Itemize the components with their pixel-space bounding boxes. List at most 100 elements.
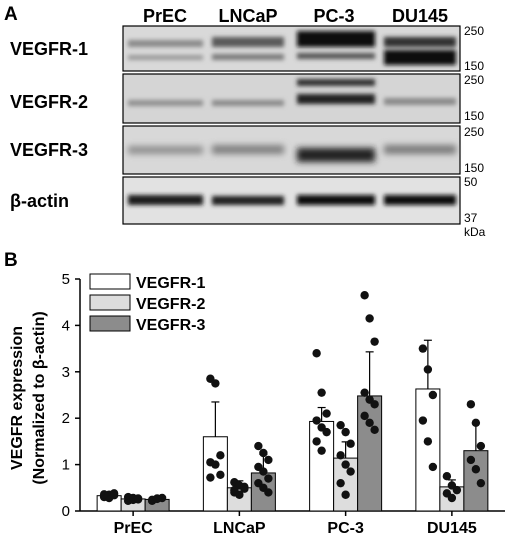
data-point xyxy=(133,494,143,503)
data-point xyxy=(216,470,225,480)
data-point xyxy=(365,418,374,428)
legend-swatch xyxy=(89,273,131,290)
y-tick-label: 4 xyxy=(62,317,70,334)
data-point xyxy=(346,439,355,448)
marker-50-actin: 50 xyxy=(464,175,478,189)
panel-b-letter: B xyxy=(4,250,18,271)
legend-swatch xyxy=(89,315,131,332)
marker-37-actin: 37 xyxy=(464,211,478,225)
x-tick-label: PrEC xyxy=(114,520,154,537)
data-point xyxy=(99,490,109,499)
marker-150-vegfr3: 150 xyxy=(464,161,484,175)
data-point xyxy=(423,365,433,374)
blot-vegfr1 xyxy=(122,25,461,72)
data-point xyxy=(254,441,263,451)
data-point xyxy=(360,411,369,421)
lane-label-prec: PrEC xyxy=(143,6,187,26)
x-tick-label: PC-3 xyxy=(327,520,364,537)
data-point xyxy=(442,472,452,481)
data-point xyxy=(264,455,273,465)
data-point xyxy=(447,493,457,503)
y-axis-label-line2: (Normalized to β-actin) xyxy=(31,311,48,484)
data-point xyxy=(476,441,486,451)
lane-label-du145: DU145 xyxy=(392,6,448,26)
data-point xyxy=(206,473,215,482)
blot-label-beta-actin: β-actin xyxy=(10,191,69,211)
data-point xyxy=(336,420,345,430)
data-point xyxy=(336,478,345,488)
data-point xyxy=(365,314,374,323)
y-axis-label-line1: VEGFR expression xyxy=(9,326,26,470)
data-point xyxy=(418,344,428,353)
data-point xyxy=(322,409,331,418)
kda-unit-label: kDa xyxy=(464,225,486,239)
bar-chart: 0 1 2 3 4 5 PrEC LNCaP PC-3 DU145 VEGFR-1 VEGFR-2 VE… xyxy=(62,271,505,537)
data-point xyxy=(471,418,481,428)
data-point xyxy=(211,379,220,388)
x-tick-label: DU145 xyxy=(427,520,477,537)
data-point xyxy=(317,446,326,455)
data-point xyxy=(259,467,268,476)
data-point xyxy=(370,400,379,409)
data-point xyxy=(312,437,321,446)
data-point xyxy=(370,337,379,346)
x-tick-label: LNCaP xyxy=(213,520,266,537)
legend-label: VEGFR-2 xyxy=(136,296,205,313)
data-point xyxy=(346,467,355,476)
data-point xyxy=(317,388,326,397)
data-point xyxy=(360,388,369,397)
bar xyxy=(357,395,383,512)
blot-label-vegfr2: VEGFR-2 xyxy=(10,92,88,112)
data-point xyxy=(312,349,321,358)
bar xyxy=(309,420,335,512)
legend-label: VEGFR-1 xyxy=(136,275,205,292)
y-tick-label: 5 xyxy=(62,271,70,288)
data-point xyxy=(322,427,331,437)
data-point xyxy=(341,460,350,469)
data-point xyxy=(471,465,481,474)
blot-label-vegfr3: VEGFR-3 xyxy=(10,140,88,160)
data-point xyxy=(360,291,369,300)
data-point xyxy=(336,451,345,460)
data-point xyxy=(109,491,119,500)
data-point xyxy=(428,390,438,400)
y-tick-label: 0 xyxy=(62,503,70,520)
legend-label: VEGFR-3 xyxy=(136,317,205,334)
data-point xyxy=(312,416,321,425)
data-point xyxy=(230,485,239,495)
data-point xyxy=(423,437,433,446)
marker-250-vegfr3: 250 xyxy=(464,125,484,139)
legend-swatch xyxy=(89,294,131,311)
data-point xyxy=(216,451,225,460)
data-point xyxy=(370,425,379,434)
y-tick-label: 3 xyxy=(62,364,70,381)
data-point xyxy=(152,494,162,503)
blot-vegfr3 xyxy=(122,125,461,175)
blot-vegfr2 xyxy=(122,73,461,124)
data-point xyxy=(466,455,476,465)
marker-150-vegfr2: 150 xyxy=(464,109,484,123)
data-point xyxy=(259,448,268,458)
data-point xyxy=(466,400,476,409)
blot-label-vegfr1: VEGFR-1 xyxy=(10,39,88,59)
marker-250-vegfr1: 250 xyxy=(464,24,484,38)
bar xyxy=(415,388,441,512)
lane-label-pc3: PC-3 xyxy=(313,6,354,26)
data-point xyxy=(341,427,350,437)
data-point xyxy=(341,490,350,499)
data-point xyxy=(476,478,486,488)
data-point xyxy=(240,482,249,492)
y-tick-label: 1 xyxy=(62,457,70,474)
data-point xyxy=(452,485,462,495)
lane-label-lncap: LNCaP xyxy=(218,6,277,26)
blot-beta-actin xyxy=(122,176,461,225)
data-point xyxy=(428,462,438,472)
data-point xyxy=(264,474,273,483)
data-point xyxy=(418,416,428,425)
y-tick-label: 2 xyxy=(62,410,70,427)
panel-a-letter: A xyxy=(4,4,18,25)
data-point xyxy=(264,488,273,497)
marker-250-vegfr2: 250 xyxy=(464,73,484,87)
marker-150-vegfr1: 150 xyxy=(464,59,484,73)
